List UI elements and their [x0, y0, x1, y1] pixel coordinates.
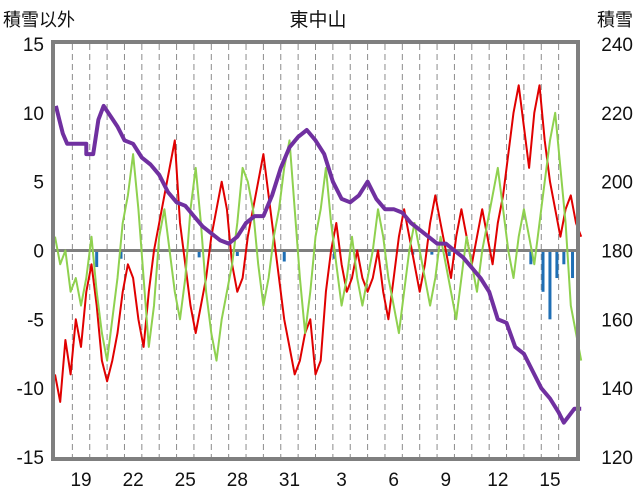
x-axis: 19 22 25 28 31 3 6 9 12 15 — [70, 470, 560, 491]
right-tick-label: 140 — [601, 379, 633, 400]
bar — [95, 250, 99, 268]
x-tick-label: 15 — [539, 470, 560, 491]
left-axis-title: 積雪以外 — [3, 10, 75, 30]
right-tick-label: 180 — [601, 242, 633, 263]
x-tick-label: 22 — [123, 470, 144, 491]
bars-series — [95, 250, 575, 320]
bar — [119, 250, 123, 259]
green-series-line — [54, 111, 583, 362]
x-tick-label: 12 — [487, 470, 508, 491]
right-tick-label: 120 — [601, 448, 633, 469]
bar — [447, 250, 451, 257]
x-tick-label: 6 — [388, 470, 399, 491]
right-axis-title: 積雪 — [597, 10, 633, 30]
x-tick-label: 3 — [336, 470, 347, 491]
bar — [282, 250, 286, 262]
plot-frame — [51, 40, 580, 461]
left-tick-label: -5 — [27, 310, 44, 331]
bar — [430, 250, 434, 255]
x-tick-label: 25 — [175, 470, 196, 491]
left-tick-label: 0 — [33, 242, 44, 263]
left-tick-label: 10 — [23, 104, 44, 125]
bar — [529, 250, 533, 265]
left-tick-label: 5 — [33, 173, 44, 194]
right-tick-label: 160 — [601, 310, 633, 331]
purple-series-line — [53, 103, 582, 425]
x-tick-label: 9 — [440, 470, 451, 491]
line-series — [53, 84, 583, 425]
x-tick-label: 19 — [70, 470, 91, 491]
x-tick-label: 31 — [279, 470, 300, 491]
right-tick-label: 220 — [601, 104, 633, 125]
grid-lines — [71, 44, 560, 457]
chart-title: 東中山 — [289, 9, 346, 31]
left-tick-label: -10 — [17, 379, 44, 400]
bar — [548, 250, 552, 320]
right-tick-label: 200 — [601, 173, 633, 194]
bar — [571, 250, 575, 279]
right-axis: 240 220 200 180 160 140 120 — [601, 35, 633, 469]
bar — [197, 250, 201, 258]
bar — [555, 250, 559, 279]
bar — [541, 250, 545, 292]
bar — [562, 250, 566, 265]
right-tick-label: 240 — [601, 35, 633, 56]
left-axis: 15 10 5 0 -5 -10 -15 — [17, 35, 44, 469]
left-tick-label: -15 — [17, 448, 44, 469]
red-series-line — [54, 84, 583, 403]
left-tick-label: 15 — [23, 35, 44, 56]
x-tick-label: 28 — [227, 470, 248, 491]
bar — [235, 250, 239, 257]
